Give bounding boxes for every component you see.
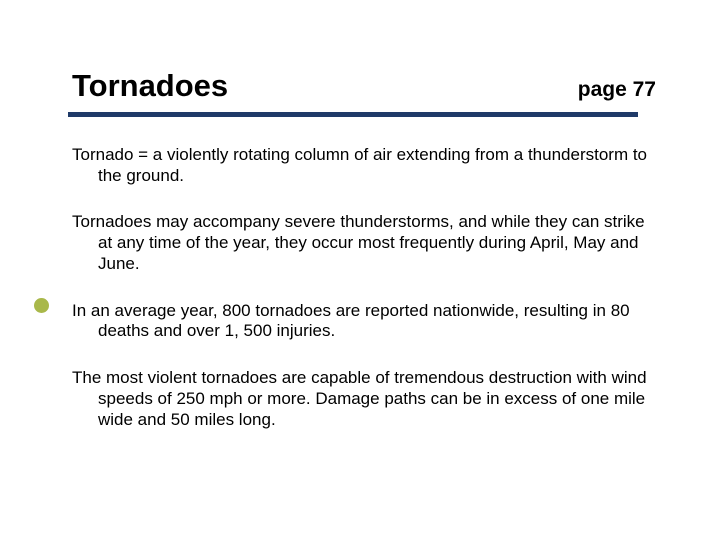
body-text: Tornado = a violently rotating column of…	[72, 145, 662, 430]
paragraph: The most violent tornadoes are capable o…	[98, 368, 662, 430]
paragraph: In an average year, 800 tornadoes are re…	[98, 301, 662, 342]
paragraph: Tornado = a violently rotating column of…	[98, 145, 662, 186]
accent-dot-icon	[34, 298, 49, 313]
slide-container: Tornadoes page 77 Tornado = a violently …	[0, 0, 720, 540]
title-underline	[68, 112, 638, 117]
header-row: Tornadoes page 77	[72, 68, 662, 104]
paragraph: Tornadoes may accompany severe thunderst…	[98, 212, 662, 274]
page-reference: page 77	[578, 78, 662, 102]
slide-title: Tornadoes	[72, 68, 228, 104]
